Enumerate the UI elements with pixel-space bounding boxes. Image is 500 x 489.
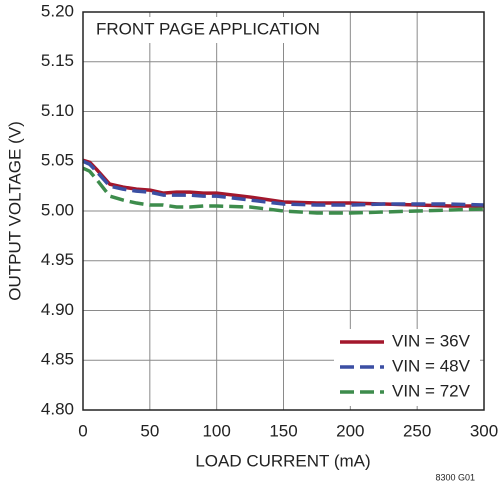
x-tick-label: 150 xyxy=(269,421,297,440)
x-tick-label: 50 xyxy=(140,421,159,440)
y-tick-label: 5.10 xyxy=(41,101,74,120)
legend-label: VIN = 48V xyxy=(392,356,471,375)
y-tick-label: 5.00 xyxy=(41,200,74,219)
y-tick-label: 4.80 xyxy=(41,399,74,418)
series-line xyxy=(82,159,485,207)
y-tick-label: 5.15 xyxy=(41,51,74,70)
figure-id: 8300 G01 xyxy=(435,472,475,482)
x-tick-label: 300 xyxy=(470,421,498,440)
x-tick-label: 200 xyxy=(336,421,364,440)
plot-frame xyxy=(82,11,485,411)
y-axis-title: OUTPUT VOLTAGE (V) xyxy=(5,121,24,300)
x-tick-label: 100 xyxy=(202,421,230,440)
series-line xyxy=(82,166,485,215)
legend: VIN = 36V VIN = 48V VIN = 72V xyxy=(334,329,480,406)
annotation-box xyxy=(90,17,338,43)
y-tick-label: 4.85 xyxy=(41,350,74,369)
y-tick-label: 4.95 xyxy=(41,250,74,269)
legend-label: VIN = 72V xyxy=(392,381,471,400)
plot-lines xyxy=(82,158,485,215)
y-tick-label: 5.05 xyxy=(41,151,74,170)
annotation: FRONT PAGE APPLICATION xyxy=(96,19,320,38)
x-tick-label: 250 xyxy=(403,421,431,440)
y-tick-label: 4.90 xyxy=(41,300,74,319)
y-tick-label: 5.20 xyxy=(41,1,74,20)
x-tick-label: 0 xyxy=(78,421,87,440)
x-axis-title: LOAD CURRENT (mA) xyxy=(195,451,370,470)
legend-label: VIN = 36V xyxy=(392,331,471,350)
